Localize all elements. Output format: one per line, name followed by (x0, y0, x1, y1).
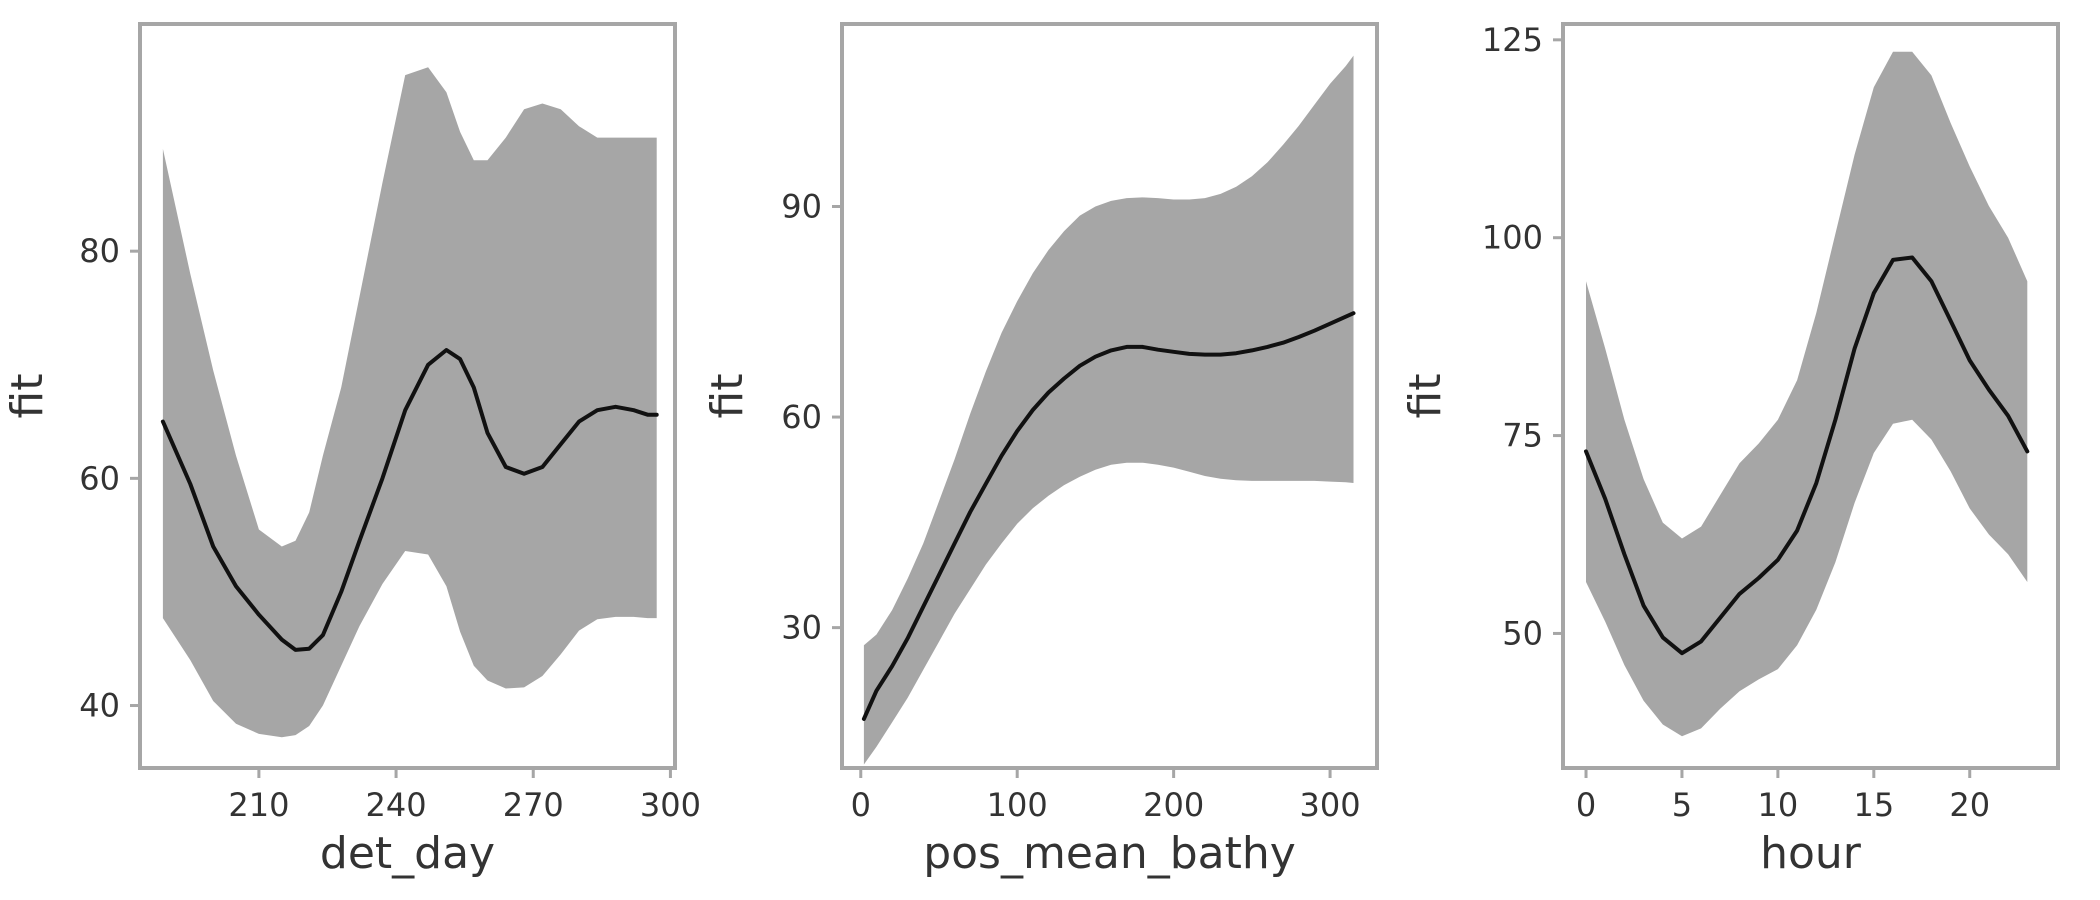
x-tick-label: 10 (1758, 786, 1799, 824)
plot-frame (840, 22, 1379, 770)
y-axis-label: fit (1400, 374, 1451, 419)
confidence-band (1586, 51, 2028, 737)
panel-hour: 0 5 10 15 20 50 75 100 125 hour fit (1400, 21, 2060, 879)
y-tick-label: 80 (79, 232, 120, 270)
y-tick-label: 75 (1502, 417, 1543, 455)
x-axis-label: det_day (320, 828, 495, 879)
y-tick-label: 60 (781, 398, 822, 436)
panel-pos-mean-bathy: 0 100 200 300 30 60 90 pos_mean_bathy fit (702, 22, 1379, 879)
y-tick-label: 50 (1502, 614, 1543, 652)
fit-line (1584, 255, 2030, 656)
x-tick-label: 240 (366, 786, 427, 824)
y-tick-label: 125 (1482, 21, 1543, 59)
plot-frame (1561, 22, 2060, 770)
x-tick-label: 300 (640, 786, 701, 824)
x-tick-label: 15 (1853, 786, 1894, 824)
x-tick-label: 0 (851, 786, 871, 824)
fit-line (861, 311, 1356, 721)
y-tick-label: 30 (781, 609, 822, 647)
x-axis-label: pos_mean_bathy (923, 828, 1296, 879)
x-tick-label: 270 (503, 786, 564, 824)
fit-line (160, 348, 659, 652)
y-axis-label: fit (2, 374, 53, 419)
y-tick-label: 40 (79, 687, 120, 725)
plot-frame (138, 22, 677, 770)
x-tick-label: 0 (1576, 786, 1596, 824)
x-tick-label: 100 (987, 786, 1048, 824)
x-tick-label: 210 (228, 786, 289, 824)
y-axis-label: fit (702, 374, 753, 419)
confidence-band (863, 55, 1354, 765)
x-tick-label: 200 (1143, 786, 1204, 824)
y-tick-label: 100 (1482, 219, 1543, 257)
panel-det-day: 210 240 270 300 40 60 80 det_day fit (2, 22, 701, 879)
x-tick-label: 5 (1672, 786, 1692, 824)
x-tick-label: 300 (1300, 786, 1361, 824)
y-tick-label: 90 (781, 187, 822, 225)
x-axis-label: hour (1760, 828, 1862, 879)
y-tick-label: 60 (79, 459, 120, 497)
x-tick-label: 20 (1949, 786, 1990, 824)
